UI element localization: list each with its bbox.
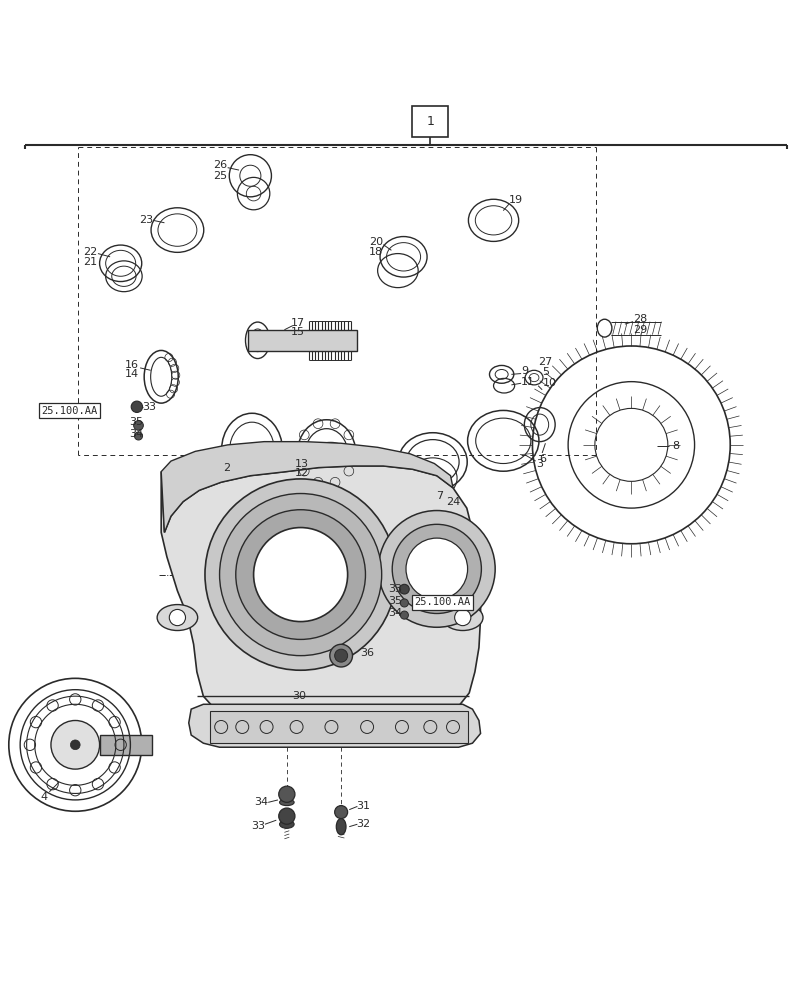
Polygon shape	[161, 442, 453, 532]
Text: 10: 10	[543, 378, 556, 388]
Text: 33: 33	[251, 821, 265, 831]
Text: 1: 1	[426, 115, 434, 128]
Bar	[412, 106, 448, 137]
Text: 35: 35	[129, 417, 143, 427]
Circle shape	[253, 528, 347, 622]
Text: 22: 22	[83, 247, 97, 257]
Text: 7: 7	[436, 491, 442, 501]
Text: 20: 20	[368, 237, 383, 247]
Text: 27: 27	[538, 357, 551, 367]
Text: 33: 33	[143, 402, 157, 412]
Text: 13: 13	[294, 459, 308, 469]
Circle shape	[278, 808, 294, 824]
Circle shape	[334, 649, 347, 662]
Text: 9: 9	[521, 366, 528, 376]
Text: 36: 36	[359, 648, 374, 658]
Circle shape	[131, 401, 143, 412]
Text: 31: 31	[355, 801, 370, 811]
Text: 17: 17	[290, 318, 305, 328]
Polygon shape	[100, 735, 152, 755]
Text: 28: 28	[633, 314, 646, 324]
Circle shape	[169, 609, 185, 626]
Text: 4: 4	[40, 792, 47, 802]
Text: 3: 3	[535, 459, 543, 469]
Text: 25: 25	[213, 171, 227, 181]
Text: 16: 16	[125, 360, 139, 370]
Circle shape	[329, 644, 352, 667]
Polygon shape	[188, 704, 480, 747]
Circle shape	[278, 786, 294, 802]
Text: 18: 18	[368, 247, 383, 257]
Circle shape	[235, 510, 365, 639]
Circle shape	[400, 611, 408, 619]
Bar	[247, 330, 357, 351]
Circle shape	[400, 599, 408, 607]
Text: 29: 29	[633, 325, 646, 335]
Text: 15: 15	[290, 327, 304, 337]
Text: 34: 34	[255, 797, 268, 807]
Ellipse shape	[279, 799, 294, 806]
Bar	[209, 711, 467, 743]
Ellipse shape	[157, 605, 197, 631]
Text: 21: 21	[83, 257, 97, 267]
Circle shape	[392, 524, 481, 613]
Circle shape	[219, 494, 381, 656]
Circle shape	[51, 720, 100, 769]
Text: 2: 2	[223, 463, 230, 473]
Text: 19: 19	[508, 195, 521, 205]
Circle shape	[378, 511, 495, 627]
Circle shape	[399, 584, 409, 594]
Text: 33: 33	[388, 584, 401, 594]
Circle shape	[204, 479, 396, 670]
Polygon shape	[161, 466, 480, 729]
Text: 8: 8	[672, 441, 679, 451]
Text: 32: 32	[355, 819, 370, 829]
Circle shape	[406, 538, 467, 600]
Text: 5: 5	[541, 367, 548, 377]
Circle shape	[454, 609, 470, 626]
Circle shape	[134, 421, 144, 430]
Circle shape	[334, 806, 347, 819]
Circle shape	[135, 432, 143, 440]
Circle shape	[71, 740, 80, 750]
Text: 23: 23	[139, 215, 153, 225]
Text: 30: 30	[292, 691, 306, 701]
Text: 11: 11	[520, 377, 534, 387]
Text: 25.100.AA: 25.100.AA	[41, 406, 97, 416]
Text: 6: 6	[539, 454, 546, 464]
Ellipse shape	[279, 820, 294, 828]
Text: 12: 12	[294, 468, 308, 478]
Ellipse shape	[336, 819, 345, 835]
Text: 35: 35	[388, 596, 401, 606]
Text: 34: 34	[129, 429, 143, 439]
Text: 34: 34	[388, 608, 401, 618]
Text: 14: 14	[125, 369, 139, 379]
Text: 24: 24	[445, 497, 460, 507]
Text: 25.100.AA: 25.100.AA	[414, 597, 470, 607]
Text: 26: 26	[213, 160, 227, 170]
Ellipse shape	[442, 605, 483, 631]
